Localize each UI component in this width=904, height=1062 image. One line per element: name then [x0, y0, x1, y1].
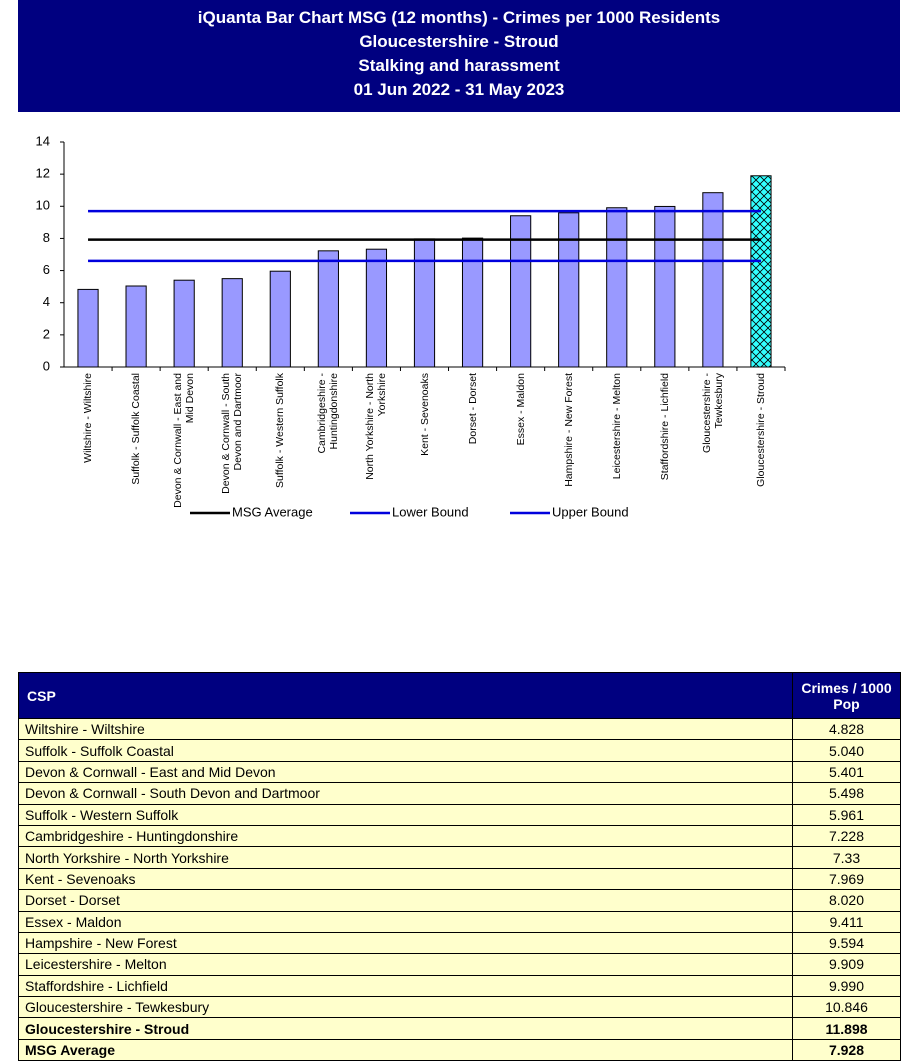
table-row: Kent - Sevenoaks 7.969 [18, 867, 901, 891]
x-tick-label: Wiltshire - Wiltshire [82, 373, 95, 463]
value-cell: 7.969 [792, 867, 901, 891]
y-tick-label: 4 [43, 294, 50, 309]
value-cell: 5.040 [792, 739, 901, 762]
table-row: Wiltshire - Wiltshire 4.828 [18, 717, 901, 741]
table-row: Suffolk - Western Suffolk 5.961 [18, 803, 901, 826]
title-line: Stalking and harassment [358, 56, 560, 75]
csp-cell: Wiltshire - Wiltshire [18, 717, 793, 741]
value-cell: 9.411 [792, 910, 901, 933]
csp-cell: MSG Average [18, 1038, 793, 1062]
bar [606, 207, 628, 368]
csp-cell: Suffolk - Western Suffolk [18, 803, 793, 826]
x-tick-label: Hampshire - New Forest [562, 373, 575, 487]
csp-cell: Hampshire - New Forest [18, 931, 793, 955]
x-tick-label: Essex - Maldon [514, 373, 527, 446]
y-tick-label: 10 [36, 198, 50, 213]
csp-cell: Cambridgeshire - Huntingdonshire [18, 824, 793, 848]
value-cell: 5.401 [792, 760, 901, 784]
table-row: MSG Average 7.928 [18, 1038, 901, 1062]
x-tick-label: Leicestershire - Melton [610, 373, 623, 480]
x-tick-label: Devon & Cornwall - East and Mid Devon [172, 373, 197, 508]
value-cell: 5.498 [792, 782, 901, 805]
csp-cell: Devon & Cornwall - South Devon and Dartm… [18, 782, 793, 805]
bar [125, 285, 147, 368]
table-row: Gloucestershire - Stroud 11.898 [18, 1017, 901, 1040]
table-header: CSP Crimes / 1000 Pop [18, 672, 901, 719]
value-cell: 9.594 [792, 931, 901, 955]
y-tick-label: 12 [36, 166, 50, 181]
bar [365, 248, 388, 368]
bar [461, 237, 484, 368]
x-tick-label: Kent - Sevenoaks [418, 373, 431, 456]
csp-cell: Dorset - Dorset [18, 889, 793, 912]
y-tick-label: 8 [43, 230, 50, 245]
y-tick-label: 6 [43, 262, 50, 277]
csp-cell: Gloucestershire - Stroud [18, 1017, 793, 1040]
bar [221, 278, 243, 368]
header-cell: Crimes / 1000 Pop [792, 672, 901, 719]
value-cell: 9.909 [792, 953, 901, 976]
bar [173, 279, 195, 368]
title-banner: iQuanta Bar Chart MSG (12 months) - Crim… [18, 0, 900, 112]
x-tick-label: Devon & Cornwall - South Devon and Dartm… [220, 373, 245, 494]
csp-cell: Gloucestershire - Tewkesbury [18, 996, 793, 1019]
chart: 0 2 4 6 8 10 12 14 MSG Average Lower Bound Upper B… [36, 133, 786, 519]
table-row: Devon & Cornwall - East and Mid Devon 5.4… [18, 760, 901, 784]
csp-cell: Essex - Maldon [18, 910, 793, 933]
legend-label: MSG Average [232, 504, 313, 519]
table-row: Gloucestershire - Tewkesbury 10.846 [18, 996, 901, 1019]
table-row: North Yorkshire - North Yorkshire 7.33 [18, 846, 901, 869]
csp-cell: Kent - Sevenoaks [18, 867, 793, 891]
title-line: Gloucestershire - Stroud [359, 32, 559, 51]
y-tick-label: 0 [43, 358, 50, 373]
bar-hatch [750, 175, 772, 367]
x-tick-label: Gloucestershire - Tewkesbury [700, 373, 725, 453]
value-cell: 5.961 [792, 803, 901, 826]
value-cell: 8.020 [792, 889, 901, 912]
table-row: Suffolk - Suffolk Coastal 5.040 [18, 739, 901, 762]
value-cell: 7.228 [792, 824, 901, 848]
bar [558, 212, 580, 368]
x-tick-label: Staffordshire - Lichfield [658, 373, 671, 481]
value-cell: 4.828 [792, 717, 901, 741]
title-line: 01 Jun 2022 - 31 May 2023 [353, 80, 565, 99]
title-line: iQuanta Bar Chart MSG (12 months) - Crim… [197, 8, 721, 27]
bar [77, 288, 99, 368]
y-tick-label: 2 [43, 326, 50, 341]
csp-cell: Suffolk - Suffolk Coastal [18, 739, 793, 762]
data-table: CSP Crimes / 1000 Pop Wiltshire - Wiltsh… [18, 672, 901, 1062]
value-cell: 7.928 [792, 1038, 901, 1062]
value-cell: 7.33 [792, 846, 901, 869]
table-row: Staffordshire - Lichfield 9.990 [18, 974, 901, 998]
bar [654, 205, 676, 368]
csp-cell: Leicestershire - Melton [18, 953, 793, 976]
x-tick-label: North Yorkshire - North Yorkshire [364, 373, 389, 480]
legend-label: Lower Bound [392, 504, 469, 519]
table-row: Leicestershire - Melton 9.909 [18, 953, 901, 976]
csp-cell: Devon & Cornwall - East and Mid Devon [18, 760, 793, 784]
table-row: Dorset - Dorset 8.020 [18, 889, 901, 912]
bar [317, 250, 339, 368]
x-tick-label: Cambridgeshire - Huntingdonshire [316, 373, 341, 454]
bar [413, 238, 436, 368]
legend-label: Upper Bound [552, 504, 629, 519]
table-row: Devon & Cornwall - South Devon and Dartm… [18, 782, 901, 805]
table-row: Essex - Maldon 9.411 [18, 910, 901, 933]
value-cell: 9.990 [792, 974, 901, 998]
x-tick-label: Gloucestershire - Stroud [754, 373, 767, 487]
header-cell: CSP [18, 672, 793, 719]
y-tick-label: 14 [36, 133, 50, 148]
bar [702, 192, 724, 368]
x-tick-label: Suffolk - Suffolk Coastal [130, 373, 143, 485]
x-tick-label: Dorset - Dorset [466, 373, 479, 445]
x-tick-label: Suffolk - Western Suffolk [274, 373, 287, 488]
bar [269, 270, 291, 368]
csp-cell: Staffordshire - Lichfield [18, 974, 793, 998]
csp-cell: North Yorkshire - North Yorkshire [18, 846, 793, 869]
value-cell: 10.846 [792, 996, 901, 1019]
table-row: Hampshire - New Forest 9.594 [18, 931, 901, 955]
table-row: Cambridgeshire - Huntingdonshire 7.228 [18, 824, 901, 848]
value-cell: 11.898 [792, 1017, 901, 1040]
